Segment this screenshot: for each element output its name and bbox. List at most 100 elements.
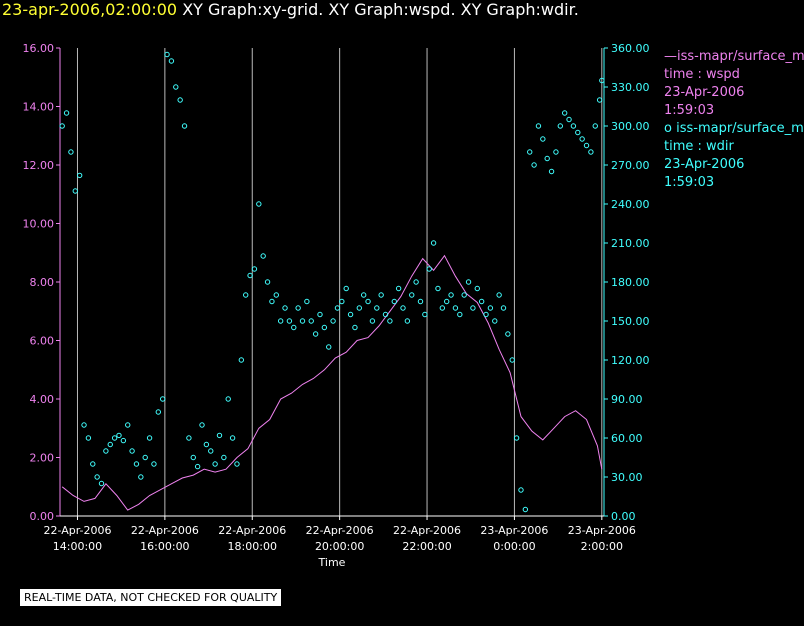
series-wdir-point [465, 279, 472, 285]
legend-wdir-variable: time : wdir [664, 139, 734, 154]
left-tick-label-8: 16.00 [23, 42, 55, 55]
series-wdir-point [321, 324, 328, 331]
series-wdir-point [151, 461, 157, 467]
x-tick-time-0: 14:00:00 [53, 540, 102, 553]
series-wdir-point [133, 461, 140, 467]
legend-wspd: —iss-mapr/surface_m time : wspd 23-Apr-2… [664, 48, 804, 120]
series-wdir-point [330, 318, 336, 324]
legend-wdir-date: 23-Apr-2006 [664, 157, 745, 172]
series-wdir-point [282, 305, 288, 311]
series-wdir-point [155, 409, 162, 415]
series-wdir-point [509, 357, 515, 363]
series-wdir-point [199, 422, 205, 428]
series-wdir-point [208, 448, 214, 454]
series-wdir-point [553, 149, 559, 155]
series-wdir-point [470, 305, 476, 311]
x-tick-date-2: 22-Apr-2006 [218, 524, 286, 537]
series-wdir-point [426, 266, 432, 272]
right-tick-label-7: 210.00 [611, 237, 650, 250]
series-wdir-point [599, 77, 605, 84]
series-wdir-point [63, 110, 70, 116]
series-wdir-point [190, 454, 196, 461]
x-tick-time-5: 0:00:00 [493, 540, 535, 553]
legend-wdir-source: iss-mapr/surface_m [676, 121, 804, 136]
legend-wdir: o iss-mapr/surface_m time : wdir 23-Apr-… [664, 120, 804, 192]
series-wdir-point [107, 441, 113, 448]
series-wdir-point [487, 305, 494, 311]
graph-title: 23-apr-2006,02:00:00 XY Graph:xy-grid. X… [2, 0, 579, 20]
series-wdir-point [286, 318, 293, 324]
x-tick-date-6: 23-Apr-2006 [568, 524, 636, 537]
series-wdir-point [452, 305, 459, 311]
right-tick-label-10: 300.00 [611, 120, 650, 133]
series-wdir-point [129, 448, 135, 454]
series-wdir-point [251, 266, 258, 272]
series-wdir-point [522, 506, 529, 513]
series-wdir-point [535, 123, 542, 129]
series-wdir-point [90, 461, 96, 467]
series-wdir-point [181, 123, 188, 129]
series-wdir-point [583, 142, 590, 149]
series-wdir-point [575, 129, 581, 136]
left-tick-label-6: 12.00 [23, 159, 55, 172]
series-wdir-point [260, 253, 266, 259]
series-wdir-point [256, 201, 262, 207]
series-wdir-point [518, 487, 524, 493]
series-wdir-point [111, 435, 118, 441]
x-tick-date-0: 22-Apr-2006 [43, 524, 111, 537]
series-wdir-point [439, 305, 446, 311]
title-graph-names: XY Graph:xy-grid. XY Graph:wspd. XY Grap… [182, 0, 579, 19]
series-wspd-line [61, 254, 603, 511]
series-wdir-point [186, 435, 192, 441]
series-wdir-point [527, 149, 533, 155]
series-wdir-point [369, 318, 376, 324]
series-wdir-point [596, 97, 603, 103]
left-tick-label-1: 2.00 [30, 452, 55, 465]
x-tick-time-4: 22:00:00 [402, 540, 451, 553]
x-tick-date-4: 22-Apr-2006 [393, 524, 461, 537]
left-tick-label-0: 0.00 [30, 510, 55, 523]
left-tick-label-4: 8.00 [30, 276, 55, 289]
x-tick-time-3: 20:00:00 [315, 540, 364, 553]
series-wdir-point [168, 58, 175, 64]
series-wdir-point [216, 432, 223, 439]
series-wdir-point [413, 279, 419, 285]
x-tick-time-1: 16:00:00 [140, 540, 189, 553]
series-wdir-point [579, 136, 585, 142]
series-wdir-point [352, 324, 358, 331]
series-wdir-point [81, 422, 87, 428]
series-wdir-point [238, 357, 245, 363]
series-wdir-point [229, 435, 236, 441]
series-wdir-point [457, 311, 463, 318]
quality-disclaimer: REAL-TIME DATA, NOT CHECKED FOR QUALITY [20, 589, 282, 606]
series-wdir-point [299, 318, 306, 324]
series-wdir-point [548, 168, 555, 175]
series-wdir-point [68, 149, 74, 155]
series-wdir-point [360, 292, 367, 298]
series-wdir-point [72, 188, 78, 194]
series-wdir-point [417, 298, 424, 305]
series-wdir-point [378, 292, 384, 298]
left-tick-label-7: 14.00 [23, 101, 55, 114]
series-wdir-point [269, 298, 275, 305]
series-wdir-point [103, 448, 109, 454]
series-wdir-point [98, 480, 105, 487]
series-wdir-point [212, 461, 218, 467]
legend-wspd-variable: time : wspd [664, 67, 740, 82]
right-tick-label-3: 90.00 [611, 393, 643, 406]
series-wdir-point [203, 441, 210, 448]
series-wdir-point [173, 84, 179, 90]
legend-wdir-time: 1:59:03 [664, 175, 715, 190]
series-wdir-point [500, 305, 507, 311]
series-wdir-point [448, 292, 454, 298]
series-wdir-point [492, 318, 498, 324]
series-wdir-point [365, 298, 371, 305]
series-wdir-point [505, 331, 511, 337]
right-tick-label-6: 180.00 [611, 276, 650, 289]
series-wdir-point [513, 435, 520, 441]
series-wdir-point [430, 240, 437, 246]
series-wdir-point [221, 454, 227, 461]
series-wdir-point [443, 298, 450, 305]
series-wdir-point [277, 318, 284, 324]
series-wdir-point [59, 123, 65, 129]
